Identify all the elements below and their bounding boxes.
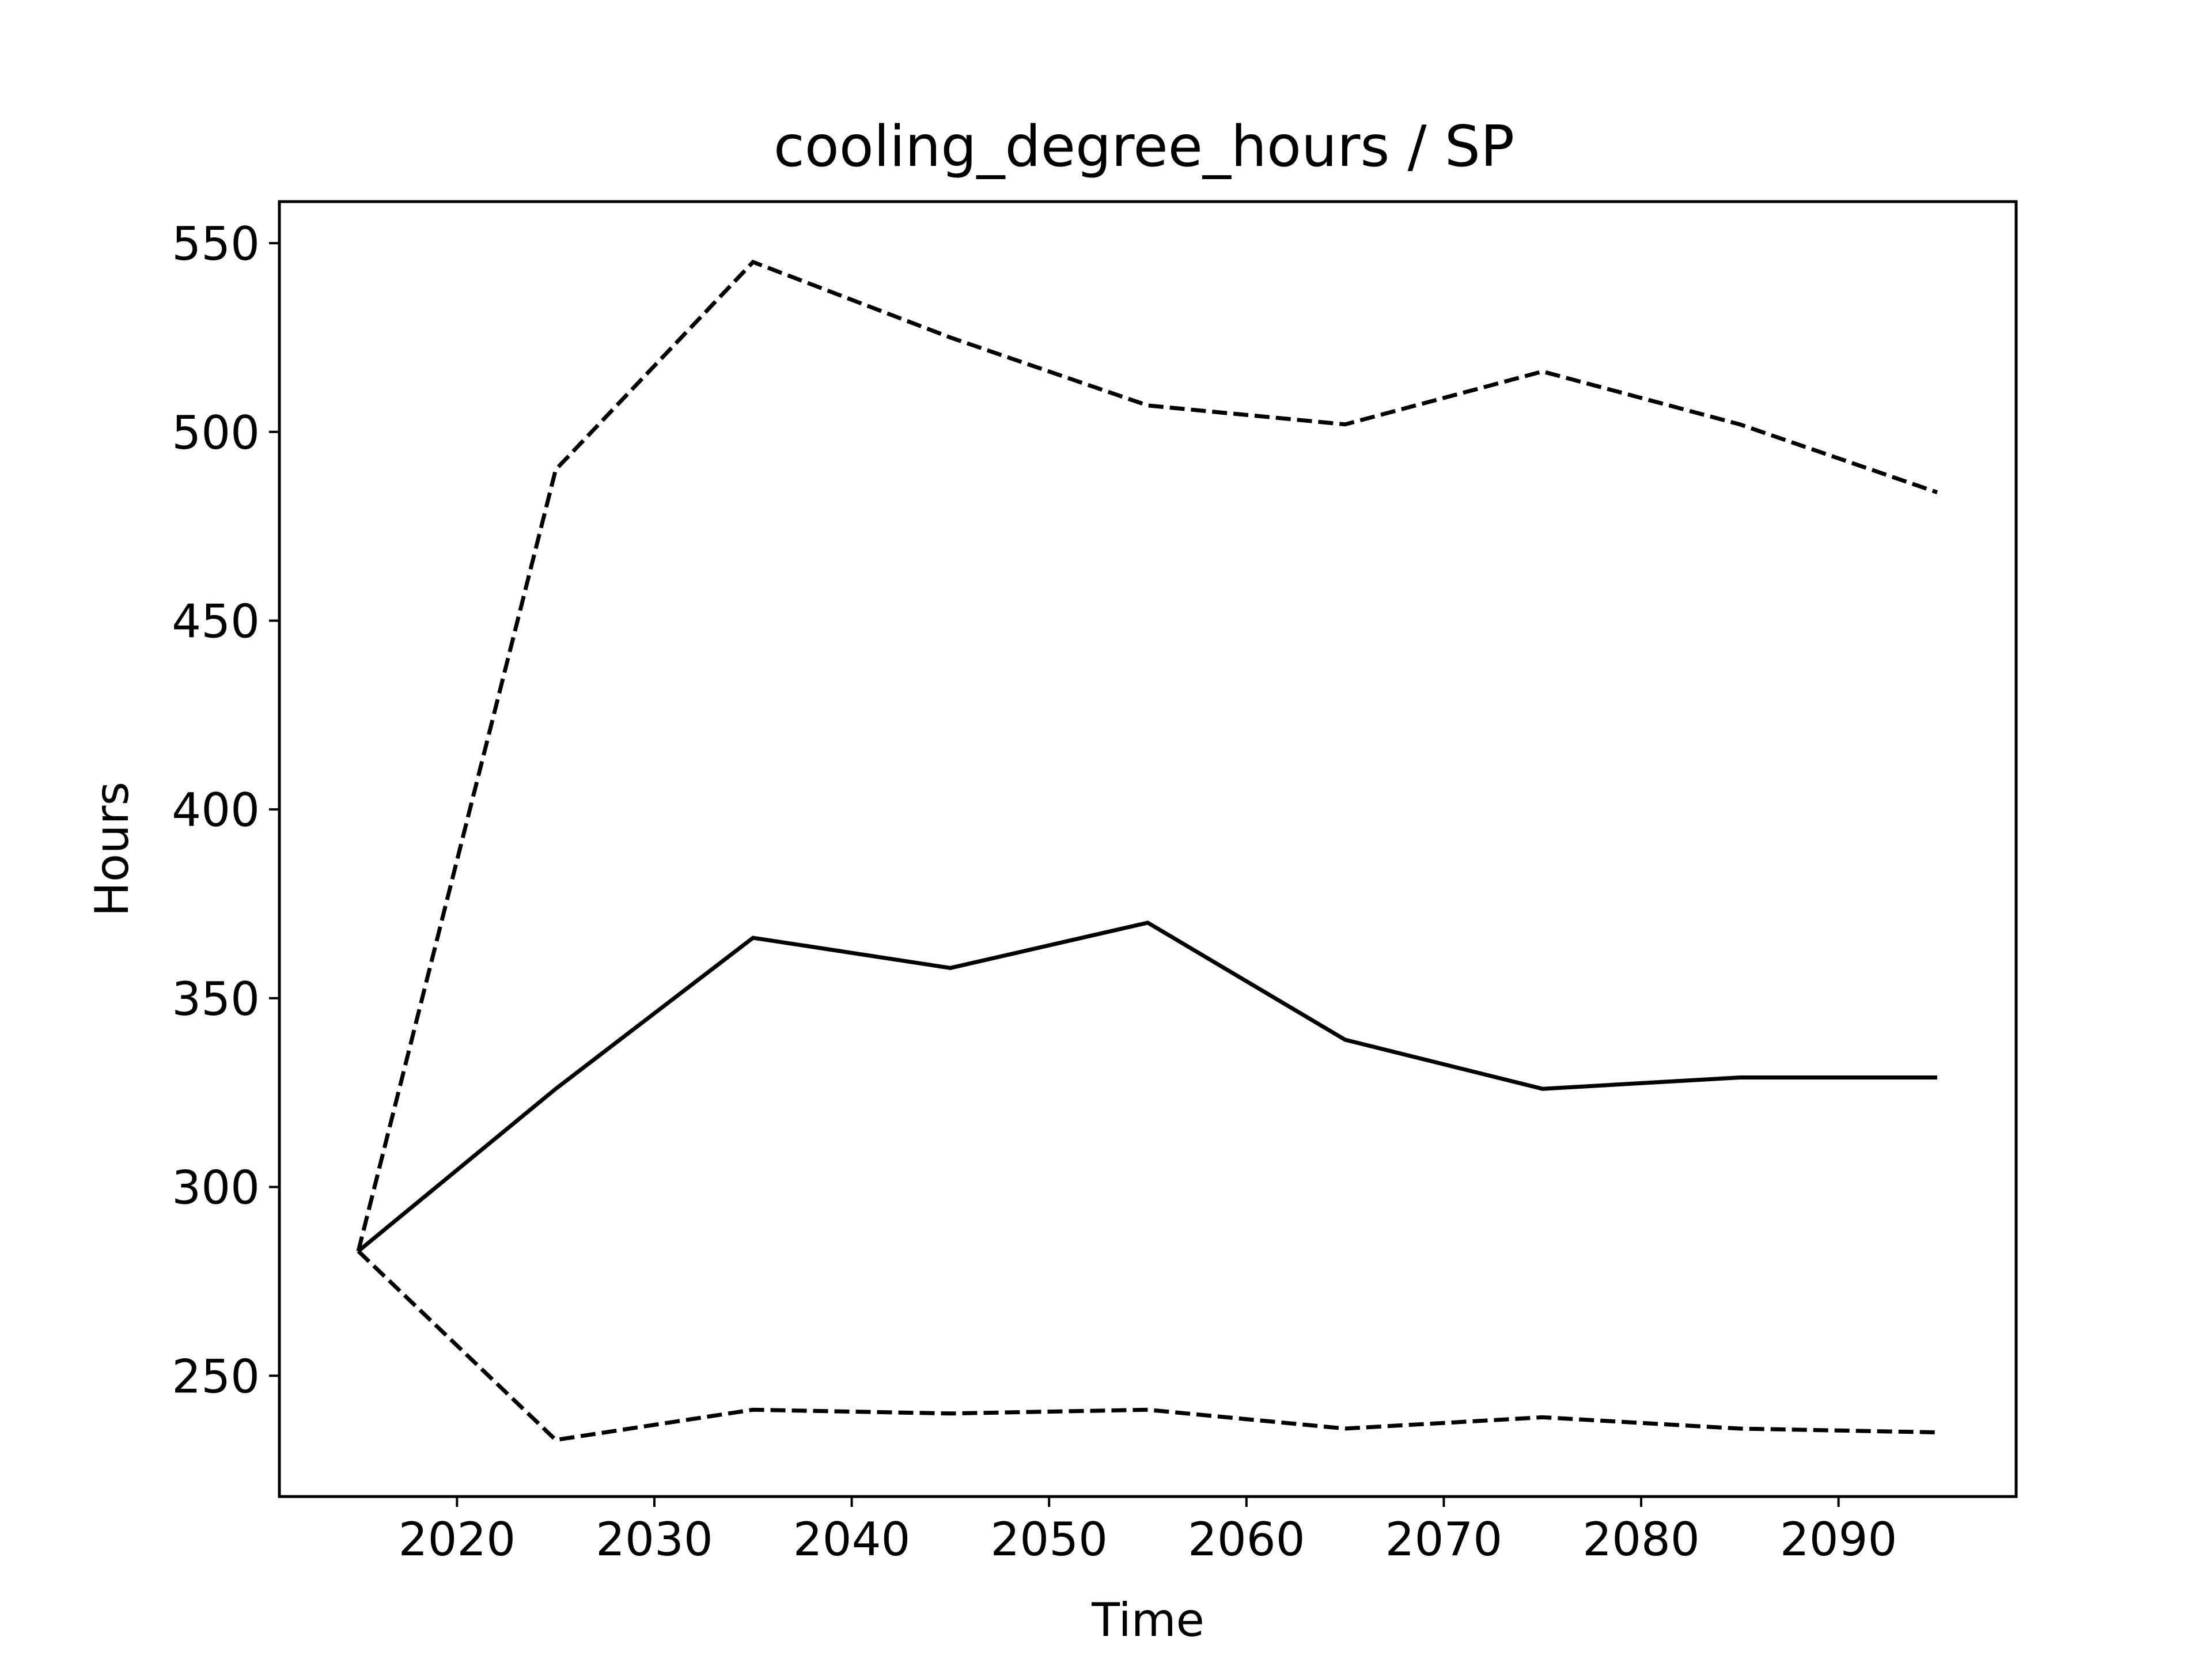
- x-tick-label: 2060: [1188, 1513, 1305, 1566]
- x-tick-label: 2070: [1385, 1513, 1503, 1566]
- plot-area: [278, 200, 2018, 1498]
- x-tick-label: 2040: [793, 1513, 911, 1566]
- y-tick-label: 550: [172, 217, 260, 271]
- series-line-lower: [357, 1249, 1938, 1442]
- plot-frame: [278, 200, 2018, 1498]
- y-tick-label: 500: [172, 406, 260, 460]
- y-axis-label: Hours: [85, 782, 139, 916]
- chart-title: cooling_degree_hours / SP: [774, 114, 1514, 180]
- y-tick-label: 250: [172, 1350, 260, 1403]
- series-line-upper: [356, 259, 1938, 1252]
- y-axis-ticks: 250 300 350 400 450 500 550: [172, 217, 279, 1403]
- x-axis-ticks: 2020 2030 2040 2050 2060 2070 2080 2090: [399, 1497, 1897, 1566]
- y-tick-label: 300: [172, 1161, 260, 1215]
- y-tick-label: 450: [172, 594, 260, 648]
- y-tick-label: 400: [172, 783, 260, 837]
- x-tick-label: 2080: [1582, 1513, 1700, 1566]
- x-tick-label: 2030: [596, 1513, 713, 1566]
- x-tick-label: 2050: [990, 1513, 1108, 1566]
- x-tick-label: 2020: [399, 1513, 516, 1566]
- series-line-mean: [357, 921, 1937, 1253]
- series-layer: [356, 259, 1938, 1442]
- y-tick-label: 350: [172, 972, 260, 1026]
- x-axis-label: Time: [1091, 1593, 1205, 1647]
- x-tick-label: 2090: [1780, 1513, 1897, 1566]
